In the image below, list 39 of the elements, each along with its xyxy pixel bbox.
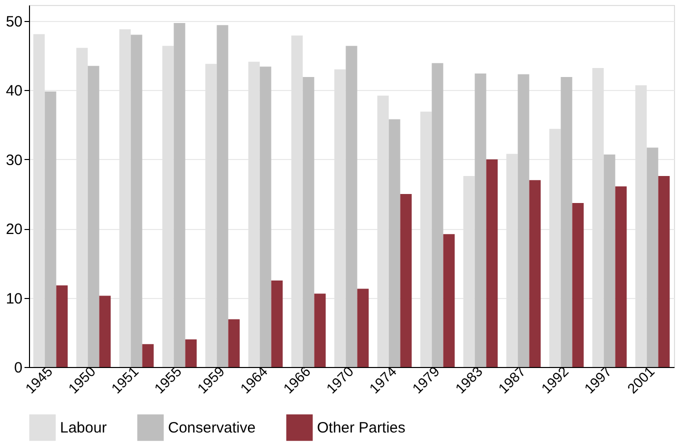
bar <box>646 148 658 367</box>
bar <box>302 76 314 367</box>
bar <box>572 202 584 367</box>
bar <box>560 76 572 367</box>
bar <box>518 74 530 367</box>
bar <box>99 296 111 367</box>
legend-label: Other Parties <box>317 420 406 437</box>
bar <box>130 34 142 367</box>
bar <box>486 159 498 367</box>
bar <box>142 344 154 367</box>
y-tick-label: 40 <box>6 82 22 100</box>
y-tick-label: 20 <box>6 221 22 238</box>
bar <box>216 25 228 367</box>
bar <box>443 234 455 367</box>
bar <box>271 280 283 367</box>
bar <box>56 285 68 367</box>
bar <box>185 339 197 367</box>
bar <box>529 180 541 367</box>
bar <box>357 288 369 367</box>
bar <box>615 186 627 367</box>
legend-label: Labour <box>60 420 107 437</box>
y-tick-label: 30 <box>6 152 22 169</box>
y-tick-label: 50 <box>6 13 22 30</box>
bar <box>346 46 358 367</box>
y-tick-label: 10 <box>6 290 22 308</box>
bar <box>228 319 240 367</box>
bar <box>658 176 670 367</box>
y-tick-label: 0 <box>14 360 22 376</box>
bar <box>174 22 186 367</box>
legend-label: Conservative <box>168 420 256 437</box>
bar <box>314 294 326 367</box>
bar <box>88 66 100 367</box>
bar <box>388 119 400 367</box>
bar <box>604 154 616 367</box>
bar <box>432 63 444 367</box>
bar <box>474 74 486 367</box>
bar <box>400 194 412 367</box>
bar <box>44 92 56 367</box>
bar <box>260 66 272 367</box>
